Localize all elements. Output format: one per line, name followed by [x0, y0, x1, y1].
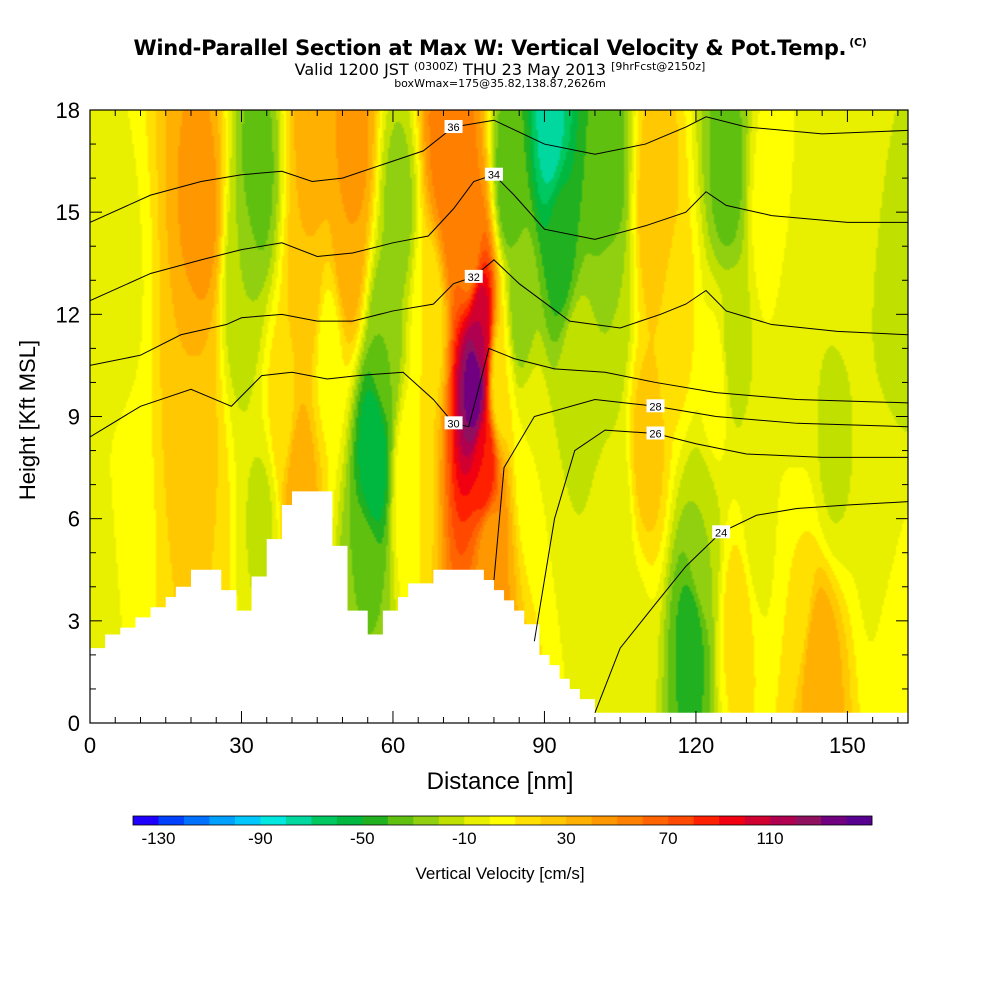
chart-subtitle-box: boxWmax=175@35.82,138.87,2626m [394, 77, 606, 90]
colorbar-tick-label: -90 [248, 829, 273, 848]
copyright-mark: (C) [849, 36, 867, 49]
x-axis-label: Distance [nm] [426, 768, 574, 795]
colorbar-swatch [540, 816, 567, 825]
colorbar-tick-label: -10 [452, 829, 477, 848]
colorbar: -130 -90 -50 -10 30 70 110 [132, 815, 873, 848]
contour-label-bg [646, 399, 665, 413]
y-tick-label: 15 [56, 200, 80, 225]
colorbar-swatch [336, 816, 363, 825]
colorbar-swatch [209, 816, 236, 825]
colorbar-swatch [642, 816, 669, 825]
colorbar-swatch [133, 816, 159, 825]
terrain [90, 491, 908, 723]
contour-label: 36 [447, 122, 459, 134]
contour-label: 24 [715, 527, 727, 539]
y-tick-label: 12 [56, 302, 80, 327]
contour-label-bg [712, 525, 731, 539]
colorbar-tick-label: 30 [557, 829, 576, 848]
contour-theta-34 [90, 174, 908, 302]
colorbar-swatch [668, 816, 694, 825]
colorbar-swatch [566, 816, 592, 825]
x-tick-label: 30 [229, 733, 253, 758]
colorbar-tick-label: -130 [141, 829, 175, 848]
contour-label: 28 [649, 401, 661, 413]
y-tick-label: 18 [56, 98, 80, 123]
chart-subtitle: Valid 1200 JST (0300Z) THU 23 May 2013 [… [294, 60, 706, 79]
colorbar-swatch [693, 816, 720, 825]
colorbar-swatch [464, 816, 491, 825]
contour-label-bg [464, 269, 483, 283]
colorbar-swatch [183, 816, 210, 825]
x-tick-label: 60 [381, 733, 405, 758]
colorbar-swatch [438, 816, 465, 825]
colorbar-tick-label: 110 [757, 829, 784, 848]
colorbar-swatch [617, 816, 643, 825]
contour-label: 32 [468, 272, 480, 284]
y-tick-label: 9 [68, 405, 80, 430]
colorbar-swatch [719, 816, 745, 825]
colorbar-swatch [234, 816, 261, 825]
contour-label: 34 [488, 170, 500, 182]
chart-title: Wind-Parallel Section at Max W: Vertical… [133, 36, 867, 60]
colorbar-swatch [515, 816, 542, 825]
contour-label-bg [484, 167, 503, 181]
colorbar-frame [132, 815, 873, 826]
colorbar-swatch [413, 816, 440, 825]
colorbar-label: Vertical Velocity [cm/s] [415, 864, 585, 883]
y-tick-label: 0 [68, 711, 80, 736]
contour-label: 30 [447, 418, 459, 430]
colorbar-swatch [489, 816, 516, 825]
colorbar-swatch [260, 816, 287, 825]
x-tick-label: 120 [678, 733, 715, 758]
colorbar-tick-label: -50 [350, 829, 375, 848]
contour-label-bg [646, 426, 665, 440]
colorbar-tick-label: 70 [659, 829, 678, 848]
contour-label: 26 [649, 429, 661, 441]
pot-temp-contours: 24 26 28 30 32 34 36 [90, 116, 908, 713]
colorbar-swatch [770, 816, 796, 825]
colorbar-swatch [591, 816, 618, 825]
colorbar-swatch [846, 816, 873, 825]
colorbar-swatch [311, 816, 338, 825]
colorbar-swatch [387, 816, 414, 825]
y-axis-label: Height [Kft MSL] [15, 339, 40, 501]
colorbar-swatch [821, 816, 847, 825]
y-tick-label: 3 [68, 609, 80, 634]
colorbar-swatch [158, 816, 185, 825]
colorbar-swatch [795, 816, 822, 825]
contour-label-bg [444, 120, 463, 134]
colorbar-swatch [285, 816, 312, 825]
x-tick-label: 90 [532, 733, 556, 758]
colorbar-swatch [744, 816, 771, 825]
contour-theta-30 [90, 347, 908, 438]
y-tick-label: 6 [68, 507, 80, 532]
x-tick-label: 0 [84, 733, 96, 758]
colorbar-swatch [362, 816, 389, 825]
contour-label-bg [444, 416, 463, 430]
contour-theta-28 [493, 398, 908, 581]
x-tick-label: 150 [829, 733, 866, 758]
